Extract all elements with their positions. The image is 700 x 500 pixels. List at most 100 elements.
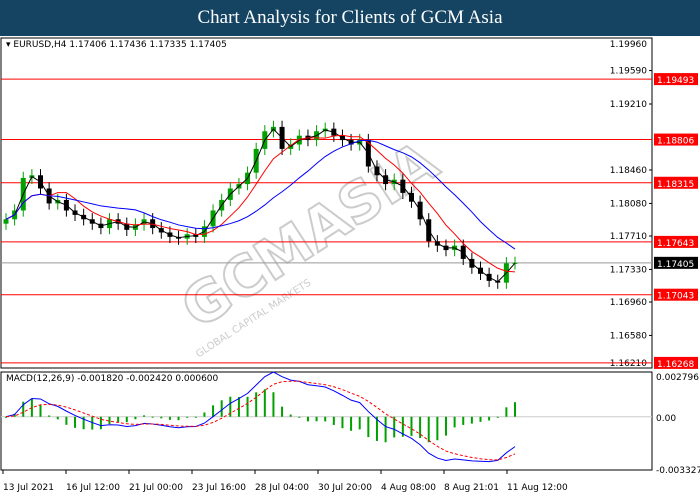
x-tick-label: 13 Jul 2021 — [3, 483, 54, 493]
y-tick-label: 1.18460 — [610, 166, 647, 176]
y-tick-label: 1.19210 — [610, 100, 647, 110]
macd-label: MACD(12,26,9) -0.001820 -0.002420 0.0006… — [6, 374, 219, 384]
level-label: 1.19493 — [657, 76, 694, 86]
macd-histogram-bar — [306, 416, 309, 422]
macd-histogram-bar — [160, 416, 163, 419]
macd-histogram-bar — [470, 416, 473, 424]
macd-y-tick-label: 0.00 — [656, 414, 676, 424]
macd-histogram-bar — [367, 416, 370, 438]
level-label: 1.18315 — [657, 180, 694, 190]
y-tick-label: 1.18080 — [610, 199, 647, 209]
macd-histogram-bar — [229, 396, 232, 417]
y-tick-label: 1.16580 — [610, 331, 647, 341]
macd-signal-line — [5, 380, 516, 461]
macd-histogram-bar — [375, 416, 378, 441]
level-tag — [654, 356, 698, 369]
x-tick-label: 21 Jul 00:00 — [129, 483, 183, 493]
macd-histogram-bar — [108, 416, 111, 424]
y-tick-label: 1.19590 — [610, 67, 647, 77]
macd-histogram-bar — [444, 416, 447, 436]
macd-histogram-bar — [246, 396, 249, 417]
macd-histogram-bar — [91, 416, 94, 430]
macd-histogram-bar — [65, 416, 68, 425]
macd-histogram-bar — [186, 416, 189, 418]
symbol-info-text: EURUSD,H4 1.17406 1.17436 1.17335 1.1740… — [13, 40, 227, 50]
macd-histogram-bar — [203, 412, 206, 417]
macd-histogram-bar — [220, 400, 223, 417]
candle-body — [3, 219, 9, 224]
macd-histogram-bar — [212, 405, 215, 417]
macd-histogram-bar — [117, 416, 120, 422]
macd-histogram-bar — [56, 416, 59, 420]
macd-histogram-bar — [237, 397, 240, 417]
macd-histogram-bar — [350, 416, 353, 431]
level-tag — [654, 133, 698, 146]
level-label: 1.16268 — [657, 360, 694, 370]
macd-histogram-bar — [384, 416, 387, 443]
macd-histogram-bar — [453, 416, 456, 428]
macd-histogram-bar — [514, 402, 516, 417]
y-tick-label: 1.16960 — [610, 298, 647, 308]
macd-histogram-bar — [419, 416, 422, 439]
macd-histogram-bar — [48, 415, 51, 417]
macd-histogram-bar — [272, 392, 275, 417]
macd-histogram-bar — [315, 416, 318, 422]
macd-histogram-bar — [194, 416, 197, 418]
macd-histogram-bar — [496, 416, 499, 418]
x-tick-label: 28 Jul 04:00 — [255, 483, 309, 493]
macd-histogram-bar — [462, 416, 465, 425]
moving-average-mid — [5, 134, 516, 273]
level-label: 1.18806 — [657, 137, 694, 147]
x-tick-label: 8 Aug 21:01 — [444, 483, 499, 493]
title-banner: Chart Analysis for Clients of GCM Asia — [0, 0, 700, 36]
y-tick-label: 1.19960 — [610, 40, 647, 50]
macd-histogram-bar — [436, 416, 439, 441]
x-tick-label: 30 Jul 20:00 — [318, 483, 372, 493]
y-tick-label: 1.16210 — [610, 359, 647, 369]
macd-histogram-bar — [74, 416, 77, 428]
macd-pane-border — [0, 371, 653, 471]
macd-y-tick-label: 0.002796 — [656, 373, 699, 383]
macd-histogram-bar — [82, 416, 85, 430]
macd-y-tick-label: -0.003327 — [656, 466, 700, 476]
macd-histogram-bar — [298, 416, 301, 418]
level-tag — [654, 73, 698, 86]
level-tag — [654, 176, 698, 189]
y-tick-label: 1.17710 — [610, 232, 647, 242]
macd-histogram-bar — [358, 416, 361, 430]
macd-histogram-bar — [410, 416, 413, 436]
macd-histogram-bar — [488, 416, 491, 421]
x-tick-label: 23 Jul 16:00 — [192, 483, 246, 493]
macd-histogram-bar — [134, 416, 137, 420]
macd-histogram-bar — [505, 407, 508, 417]
macd-histogram-bar — [393, 416, 396, 438]
macd-histogram-bar — [125, 416, 128, 423]
moving-average-fast — [5, 128, 516, 283]
macd-histogram-bar — [39, 405, 42, 417]
macd-histogram-bar — [332, 416, 335, 425]
macd-histogram-bar — [281, 406, 284, 417]
level-tag — [654, 235, 698, 248]
moving-average-slow — [5, 139, 516, 250]
macd-histogram-bar — [5, 416, 7, 418]
current-price-tag — [654, 256, 698, 269]
x-tick-label: 11 Aug 12:00 — [507, 483, 568, 493]
x-tick-label: 16 Jul 12:00 — [66, 483, 120, 493]
level-label: 1.17043 — [657, 292, 694, 302]
macd-histogram-bar — [168, 416, 171, 420]
current-price-label: 1.17405 — [657, 260, 694, 270]
macd-histogram-bar — [479, 416, 482, 422]
level-label: 1.17643 — [657, 239, 694, 249]
symbol-info: ▾ EURUSD,H4 1.17406 1.17436 1.17335 1.17… — [6, 40, 227, 50]
macd-histogram-bar — [13, 413, 16, 417]
watermark-logo: GCMASIA — [170, 129, 450, 342]
level-tag — [654, 288, 698, 301]
macd-line — [5, 371, 516, 463]
macd-histogram-bar — [99, 416, 102, 430]
macd-histogram-bar — [401, 416, 404, 437]
macd-histogram-bar — [255, 392, 258, 417]
macd-histogram-bar — [22, 401, 25, 417]
macd-histogram-bar — [324, 416, 327, 422]
y-tick-label: 1.17330 — [610, 265, 647, 275]
